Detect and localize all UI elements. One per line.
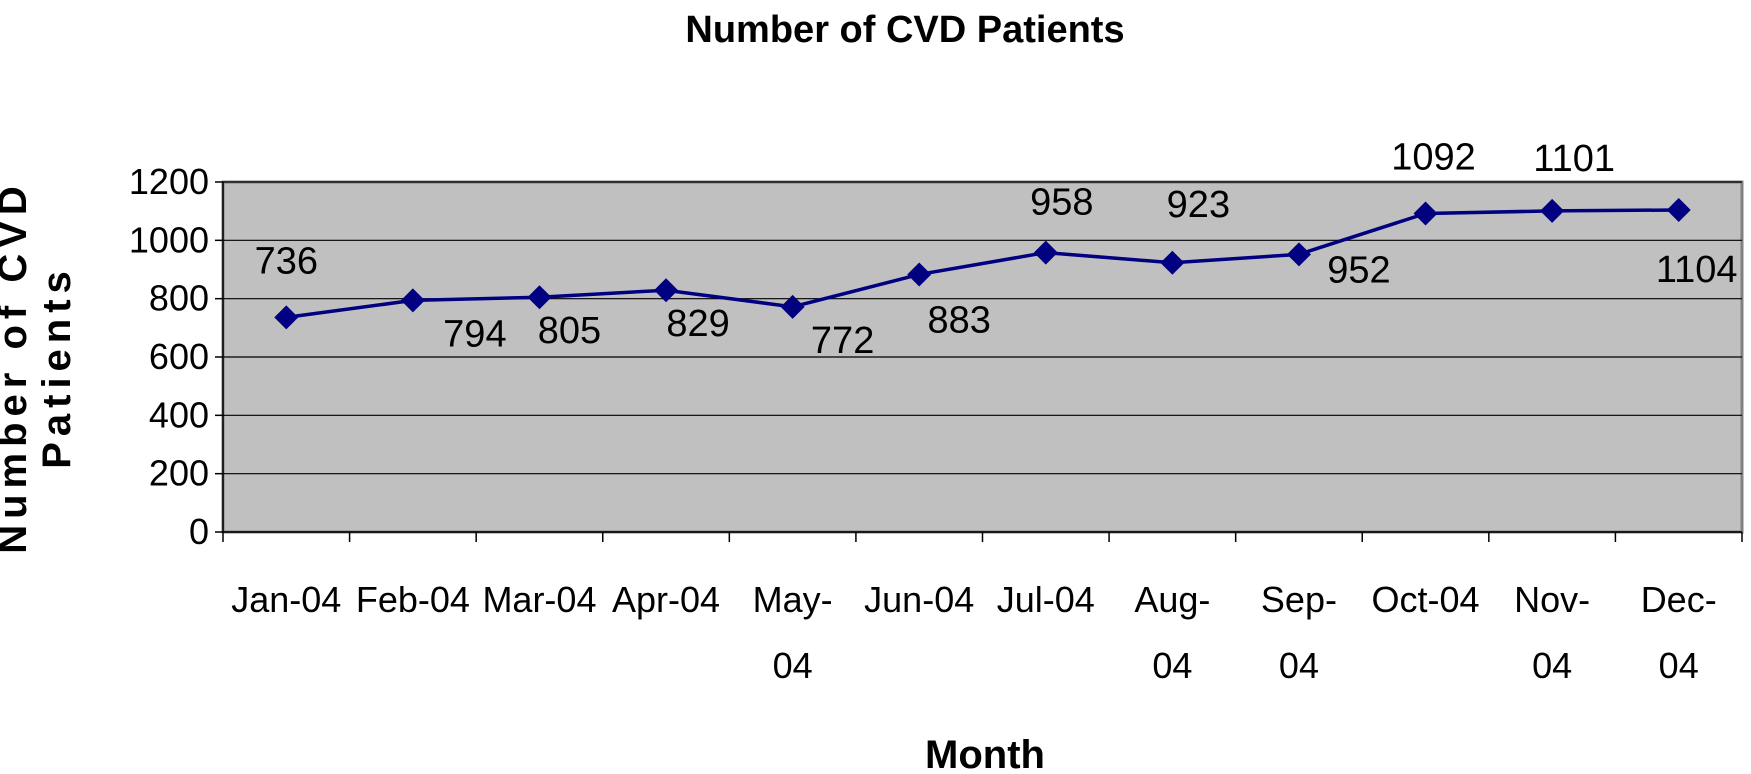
- data-label: 1104: [1656, 249, 1738, 291]
- x-tick-label: Oct-04: [1372, 579, 1480, 620]
- marker: [1033, 240, 1058, 265]
- marker: [1286, 242, 1311, 267]
- x-axis-title: Month: [925, 733, 1045, 774]
- x-tick-label: Feb-04: [356, 579, 470, 620]
- x-tick-label: Sep-04: [1261, 579, 1337, 686]
- marker: [400, 288, 425, 313]
- x-tick-label: Nov-04: [1514, 579, 1590, 686]
- y-tick-label: 1000: [129, 219, 209, 260]
- marker: [1413, 201, 1438, 226]
- y-tick-label: 400: [149, 394, 209, 435]
- data-label: 794: [443, 313, 506, 355]
- marker: [654, 278, 679, 303]
- chart-title: Number of CVD Patients: [685, 9, 1124, 51]
- x-tick-label: Mar-04: [482, 579, 596, 620]
- y-tick-label: 200: [149, 453, 209, 494]
- marker: [274, 305, 299, 330]
- x-tick-label: Apr-04: [612, 579, 720, 620]
- marker: [907, 262, 932, 287]
- x-tick-label: Jun-04: [864, 579, 974, 620]
- marker: [527, 285, 552, 310]
- data-label: 923: [1167, 184, 1230, 226]
- data-label: 1092: [1391, 137, 1476, 179]
- data-label: 736: [255, 240, 318, 282]
- data-label: 958: [1030, 182, 1093, 224]
- data-label: 805: [538, 310, 601, 352]
- marker: [1666, 198, 1691, 222]
- x-tick-label: Jan-04: [231, 579, 341, 620]
- y-tick-label: 1200: [129, 161, 209, 202]
- marker: [1160, 250, 1185, 275]
- x-tick-label: Dec-04: [1641, 579, 1717, 686]
- data-label: 952: [1327, 249, 1390, 291]
- data-label: 829: [666, 303, 729, 345]
- y-tick-label: 800: [149, 278, 209, 319]
- marker: [1540, 198, 1565, 223]
- marker: [780, 294, 805, 319]
- x-tick-label: Aug-04: [1134, 579, 1210, 686]
- data-label: 883: [928, 299, 991, 341]
- y-axis-title: Number of CVDPatients: [0, 180, 79, 554]
- data-label: 1101: [1533, 138, 1615, 180]
- series-line: [286, 208, 1679, 320]
- x-tick-label: May-04: [753, 579, 833, 686]
- y-tick-label: 0: [189, 511, 209, 552]
- data-label: 772: [811, 320, 874, 362]
- y-tick-label: 600: [149, 336, 209, 377]
- x-tick-label: Jul-04: [997, 579, 1095, 620]
